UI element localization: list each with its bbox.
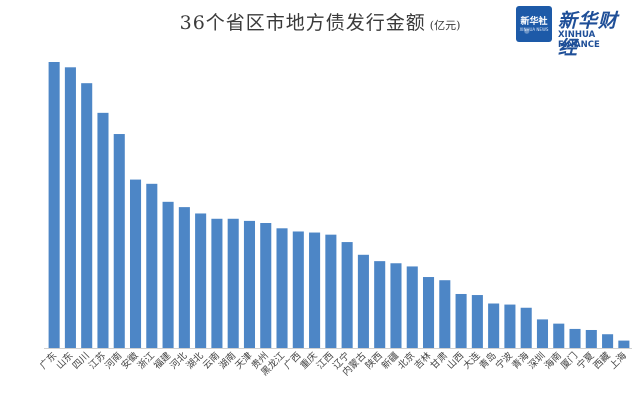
bar-辽宁 [341,242,353,348]
chart-title: 36个省区市地方债发行金额 (亿元) [0,8,640,35]
bar-浙江 [146,183,158,348]
x-tick-label: 大连 [461,349,483,371]
x-tick-label: 浙江 [135,349,157,371]
bar-厦门 [569,328,581,348]
bar-山西 [455,293,467,348]
chart-unit: (亿元) [429,19,461,32]
bar-海南 [553,323,565,348]
bar-大连 [471,295,483,348]
x-tick-label: 广西 [281,350,303,372]
bar-福建 [162,201,174,348]
bar-广东 [48,62,60,348]
xinhua-badge-sub: XINHUA NEWS [519,27,549,32]
x-tick-label: 云南 [200,350,222,372]
x-tick-label: 厦门 [558,350,580,372]
x-tick-label: 吉林 [412,349,434,371]
bar-甘肃 [439,280,451,348]
x-tick-label: 上海 [607,349,629,371]
xinhua-finance-logo: 新华社 XINHUA NEWS 新华财经 XINHUA FINANCE [516,6,636,59]
x-tick-label: 湖南 [216,350,238,372]
x-tick-label: 河南 [102,350,124,372]
bar-北京 [406,266,418,348]
x-tick-label: 宁波 [493,349,515,371]
bar-云南 [211,218,223,348]
x-tick-label: 广东 [37,350,59,372]
bar-山东 [64,67,76,349]
bar-黑龙江 [276,228,288,348]
bar-深圳 [536,319,549,348]
bar-广西 [292,231,304,348]
brand-name-en: XINHUA FINANCE [558,30,600,50]
bar-江西 [325,234,337,348]
bar-河南 [113,134,125,348]
bar-吉林 [422,277,435,348]
bar-天津 [243,220,256,348]
bar-贵州 [260,223,272,348]
x-tick-label: 北京 [395,350,417,372]
bar-四川 [81,83,93,348]
bar-内蒙古 [357,254,369,348]
bar-宁夏 [585,329,597,348]
xinhua-badge-icon [516,6,552,42]
bar-上海 [618,340,630,348]
x-tick-label: 青海 [509,349,531,371]
bar-青海 [520,307,532,348]
bar-宁波 [504,304,516,348]
bar-湖南 [227,218,239,348]
x-tick-label: 青岛 [477,350,499,372]
bar-陕西 [374,261,386,348]
bar-重庆 [309,232,321,348]
x-tick-label: 陕西 [363,350,385,372]
bar-江苏 [97,112,109,348]
x-tick-label: 河北 [168,349,190,371]
x-tick-label: 新疆 [379,349,401,371]
x-tick-label: 江苏 [86,349,108,371]
x-tick-label: 甘肃 [428,350,450,372]
bar-西藏 [602,334,614,348]
bar-新疆 [390,263,402,348]
x-tick-label: 西藏 [591,349,613,371]
x-tick-label: 宁夏 [574,349,596,371]
xinhua-badge-text: 新华社 [520,17,548,27]
bar-湖北 [195,213,207,348]
x-tick-label: 重庆 [298,349,320,371]
bars-group [48,62,630,349]
bar-青岛 [488,303,500,348]
x-tick-label: 山东 [54,350,76,372]
bar-安徽 [129,179,142,348]
x-tick-label: 海南 [542,350,564,372]
chart-title-text: 36个省区市地方债发行金额 [179,12,426,34]
brand-name-cn: 新华财经 [558,10,619,59]
x-tick-label: 福建 [151,349,173,371]
x-tick-labels: 广东山东四川江苏河南安徽浙江福建河北湖北云南湖南天津贵州黑龙江广西重庆江西辽宁内… [37,349,629,378]
bar-河北 [178,207,190,348]
x-tick-label: 安徽 [119,349,141,371]
